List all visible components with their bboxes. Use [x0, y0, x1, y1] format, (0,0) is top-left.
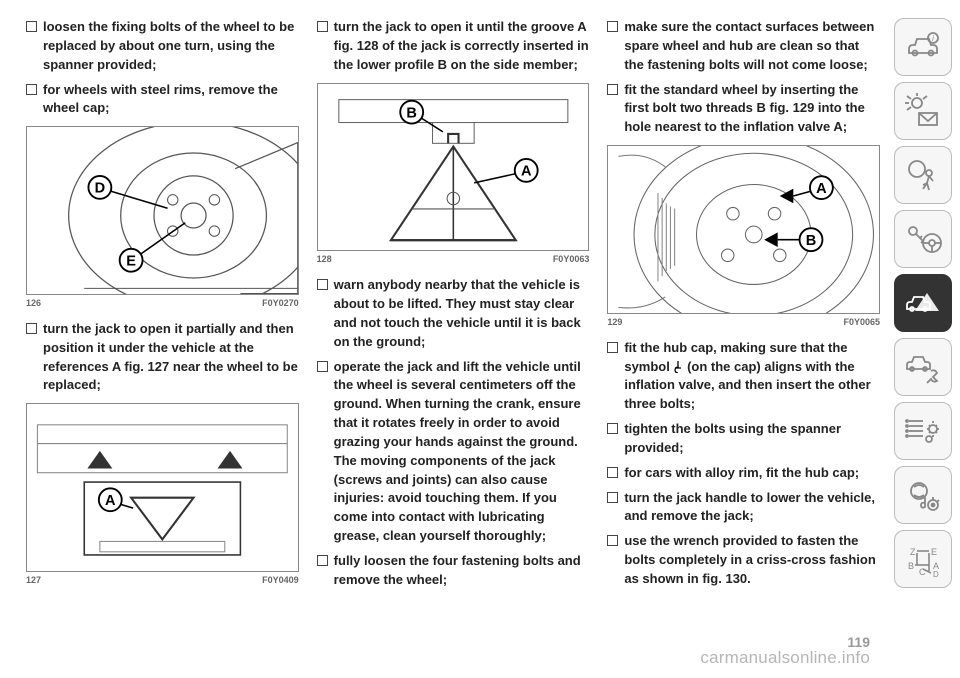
airbag-icon[interactable]: [894, 146, 952, 204]
instruction-item: warn anybody nearby that the vehicle is …: [317, 276, 590, 351]
instruction-item: for cars with alloy rim, fit the hub cap…: [607, 464, 880, 483]
bullet-icon: [607, 467, 618, 478]
figure-code: F0Y0063: [553, 253, 590, 266]
bullet-icon: [317, 361, 328, 372]
figure-code: F0Y0065: [843, 316, 880, 329]
bullet-icon: [26, 21, 37, 32]
svg-text:D: D: [933, 570, 939, 579]
instruction-item: turn the jack handle to lower the vehicl…: [607, 489, 880, 527]
instruction-item: tighten the bolts using the spanner prov…: [607, 420, 880, 458]
instruction-text: fit the standard wheel by inserting the …: [624, 81, 880, 138]
figure-128: B A 128 F0Y0063: [317, 83, 590, 267]
bullet-icon: [607, 84, 618, 95]
instruction-item: loosen the fixing bolts of the wheel to …: [26, 18, 299, 75]
instruction-item: turn the jack to open it until the groov…: [317, 18, 590, 75]
key-steering-icon[interactable]: [894, 210, 952, 268]
svg-text:E: E: [126, 254, 136, 270]
column-2: turn the jack to open it until the groov…: [317, 18, 590, 638]
instruction-text: tighten the bolts using the spanner prov…: [624, 420, 880, 458]
svg-text:A: A: [816, 181, 827, 197]
instruction-text: fit the hub cap, making sure that the sy…: [624, 339, 880, 414]
svg-text:C: C: [919, 567, 926, 577]
bullet-icon: [607, 492, 618, 503]
instruction-text: use the wrench provided to fasten the bo…: [624, 532, 880, 589]
bullet-icon: [317, 279, 328, 290]
svg-text:D: D: [95, 181, 106, 197]
bullet-icon: [26, 323, 37, 334]
instruction-item: fully loosen the four fastening bolts an…: [317, 552, 590, 590]
figure-number: 129: [607, 316, 622, 329]
index-icon[interactable]: Z E B A C D: [894, 530, 952, 588]
instruction-item: for wheels with steel rims, remove the w…: [26, 81, 299, 119]
instruction-item: fit the hub cap, making sure that the sy…: [607, 339, 880, 414]
instruction-item: fit the standard wheel by inserting the …: [607, 81, 880, 138]
figure-126: D E 126 F0Y0270: [26, 126, 299, 310]
bullet-icon: [607, 342, 618, 353]
bullet-icon: [26, 84, 37, 95]
light-mail-icon[interactable]: [894, 82, 952, 140]
list-gear-icon[interactable]: [894, 402, 952, 460]
svg-text:B: B: [908, 561, 914, 571]
instruction-item: use the wrench provided to fasten the bo…: [607, 532, 880, 589]
svg-text:E: E: [931, 547, 937, 557]
warning-car-icon[interactable]: [894, 274, 952, 332]
car-service-icon[interactable]: [894, 338, 952, 396]
media-icon[interactable]: [894, 466, 952, 524]
instruction-text: loosen the fixing bolts of the wheel to …: [43, 18, 299, 75]
bullet-icon: [607, 423, 618, 434]
bullet-icon: [607, 21, 618, 32]
svg-text:Z: Z: [910, 547, 916, 557]
column-1: loosen the fixing bolts of the wheel to …: [26, 18, 299, 638]
instruction-text: fully loosen the four fastening bolts an…: [334, 552, 590, 590]
instruction-text: turn the jack to open it partially and t…: [43, 320, 299, 395]
bullet-icon: [317, 21, 328, 32]
figure-127: A 127 F0Y0409: [26, 403, 299, 587]
figure-number: 127: [26, 574, 41, 587]
svg-text:i: i: [932, 34, 934, 43]
instruction-text: warn anybody nearby that the vehicle is …: [334, 276, 590, 351]
bullet-icon: [317, 555, 328, 566]
figure-129: A B 129 F0Y0065: [607, 145, 880, 329]
instruction-item: turn the jack to open it partially and t…: [26, 320, 299, 395]
instruction-text: for cars with alloy rim, fit the hub cap…: [624, 464, 880, 483]
figure-code: F0Y0409: [262, 574, 299, 587]
svg-text:A: A: [105, 493, 116, 509]
svg-text:B: B: [406, 105, 417, 121]
instruction-text: for wheels with steel rims, remove the w…: [43, 81, 299, 119]
figure-number: 126: [26, 297, 41, 310]
instruction-text: operate the jack and lift the vehicle un…: [334, 358, 590, 546]
watermark: carmanualsonline.info: [700, 648, 870, 668]
figure-number: 128: [317, 253, 332, 266]
instruction-item: operate the jack and lift the vehicle un…: [317, 358, 590, 546]
svg-text:B: B: [806, 233, 817, 249]
instruction-text: turn the jack handle to lower the vehicl…: [624, 489, 880, 527]
car-info-icon[interactable]: i: [894, 18, 952, 76]
sidebar: i: [894, 0, 960, 678]
figure-code: F0Y0270: [262, 297, 299, 310]
instruction-text: make sure the contact surfaces between s…: [624, 18, 880, 75]
bullet-icon: [607, 535, 618, 546]
instruction-item: make sure the contact surfaces between s…: [607, 18, 880, 75]
column-3: make sure the contact surfaces between s…: [607, 18, 880, 638]
svg-text:A: A: [521, 163, 532, 179]
instruction-text: turn the jack to open it until the groov…: [334, 18, 590, 75]
